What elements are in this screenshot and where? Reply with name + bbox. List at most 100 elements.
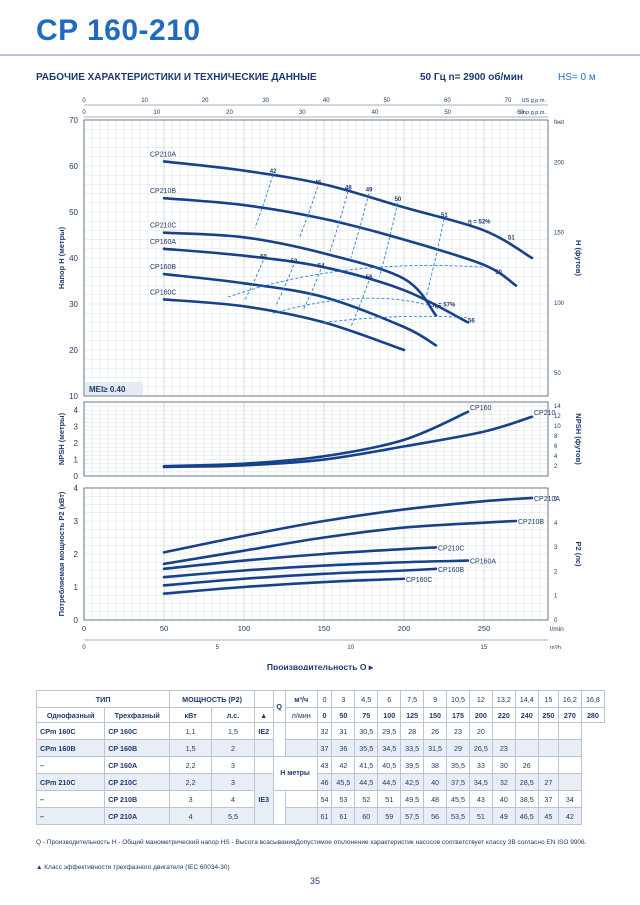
head-y-tick: 70 [69, 116, 78, 125]
unit-blank [284, 722, 318, 740]
frequency-speed: 50 Гц n= 2900 об/мин [420, 72, 523, 83]
us-gpm-tick: 70 [505, 98, 512, 104]
chart-labels: MEI≥ 0.40 CP210A CP210B CP210C CP160A CP160B C… [85, 151, 560, 584]
efficiency-label: 52 [291, 259, 298, 265]
head-value: 36 [331, 739, 356, 757]
performance-charts: 10203040506070012340123450100150200feet2… [57, 98, 583, 670]
q-m3h-value: 9 [423, 690, 448, 708]
efficiency-label: 49 [366, 188, 373, 194]
efficiency-label: 56 [366, 275, 373, 281]
head-value: 27 [537, 773, 559, 791]
us-gpm-tick: 50 [383, 98, 390, 104]
npsh-y-tick: 4 [74, 406, 79, 415]
power-y-tick-right: 1 [554, 594, 558, 600]
head-y-tick: 20 [69, 346, 78, 355]
iso-efficiency-curve [323, 315, 469, 323]
power-kw: 1,1 [169, 722, 213, 740]
x-axis-title: Производительность Q ▸ [267, 662, 374, 670]
model-three: CP 210A [104, 807, 171, 825]
series-label: CP210 [534, 410, 556, 417]
motor-class-note: ▲ Класс эффективности трехфазного двигат… [36, 864, 230, 871]
series-cp160b-2 [162, 567, 438, 587]
model-single: CPm 160B [35, 739, 106, 757]
series-cp160c-2 [162, 577, 406, 595]
npsh-y-tick-right: 10 [554, 424, 561, 430]
table-row: – CP 210A 4 5,5 61 61 60 59 57,5 56 53,5 51 49 46,5 45… [35, 807, 605, 825]
npsh-y-tick-right: 4 [554, 454, 558, 460]
q-m3h-value: 15 [537, 690, 559, 708]
us-gpm-unit: US g.p.m. [522, 98, 547, 104]
head-value: 38,5 [514, 790, 539, 808]
npsh-y-tick: 1 [74, 456, 79, 465]
q-m3h-value: 4,5 [354, 690, 379, 708]
efficiency-label: 51 [441, 213, 448, 219]
col-q: Q [272, 690, 286, 723]
suction-height: HS= 0 м [558, 72, 596, 83]
efficiency-label: 50 [395, 197, 402, 203]
head-value: 34,5 [377, 739, 402, 757]
model-single: – [35, 756, 106, 774]
head-value: 35,5 [354, 739, 379, 757]
page-number: 35 [310, 876, 321, 886]
npsh-y-tick-right: 8 [554, 434, 558, 440]
head-value: 40,5 [377, 756, 402, 774]
model-three: CP 210B [104, 790, 171, 808]
head-value: 30 [491, 756, 516, 774]
series-label: CP210C [150, 223, 176, 230]
head-value: 43 [316, 756, 333, 774]
head-value: 26,5 [468, 739, 493, 757]
head-value: 23 [446, 722, 470, 740]
col-type: ТИП [35, 690, 171, 708]
power-kw: 1,5 [169, 739, 213, 757]
q-lmin-value: 280 [580, 707, 606, 723]
series-label: CP160A [470, 559, 496, 566]
head-value: 48 [423, 790, 448, 808]
imp-gpm-tick: 20 [226, 110, 233, 116]
series-label: CP210B [150, 188, 176, 195]
efficiency-label: 51 [508, 236, 515, 242]
table-row: – CP 210B 3 4 54 53 52 51 49,5 48 45,5 43 40 38,5 37 34 [35, 790, 605, 825]
power-y-tick-right: 0 [554, 618, 558, 624]
us-gpm-tick: 20 [202, 98, 209, 104]
imp-gpm-tick: 10 [153, 110, 160, 116]
head-value: 61 [316, 807, 333, 825]
head-value: 61 [331, 807, 356, 825]
head-value: 56 [423, 807, 448, 825]
model-single: CPm 210C [35, 773, 106, 791]
power-y-tick: 0 [74, 616, 79, 625]
model-single: CPm 160C [35, 722, 106, 740]
head-value: 42 [331, 756, 356, 774]
lmin-tick: 150 [318, 624, 331, 633]
iso-efficiency-curve [254, 175, 274, 229]
plot-frame [83, 401, 549, 477]
us-gpm-tick: 30 [262, 98, 269, 104]
head-value: 53 [331, 790, 356, 808]
unit-blank [284, 790, 318, 808]
npsh-y-title: NPSH (метры) [57, 412, 66, 465]
npsh-y-tick: 0 [74, 472, 79, 481]
efficiency-label: 46 [315, 181, 322, 187]
lmin-tick: 100 [238, 624, 251, 633]
iso-efficiency-curve [275, 264, 295, 307]
npsh-y-title-right: NPSH (футов) [574, 413, 583, 465]
iso-efficiency-curve [272, 297, 440, 314]
q-lmin-value: 250 [537, 707, 559, 723]
lmin-tick: 50 [160, 624, 168, 633]
footnote: Q - Производительность H - Общий маномет… [36, 839, 587, 846]
power-y-tick: 4 [74, 484, 79, 493]
us-gpm-tick: 40 [323, 98, 330, 104]
head-value: 40 [491, 790, 516, 808]
col-three-phase: Трехфазный [104, 707, 171, 723]
head-value: 33 [468, 756, 493, 774]
q-lmin-value: 0 [316, 707, 333, 723]
head-value: 51 [377, 790, 402, 808]
npsh-y-tick: 2 [74, 439, 79, 448]
head-value [491, 722, 516, 740]
power-y-tick: 2 [74, 550, 79, 559]
head-value: 41,5 [354, 756, 379, 774]
lmin-unit: l/min [550, 626, 564, 633]
chart-curves [162, 160, 534, 595]
col-kw: кВт [169, 707, 213, 723]
head-value [537, 722, 559, 740]
